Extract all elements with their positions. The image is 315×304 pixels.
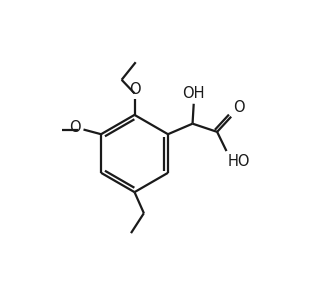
Text: O: O <box>129 82 140 97</box>
Text: OH: OH <box>182 86 205 102</box>
Text: O: O <box>233 100 245 115</box>
Text: O: O <box>70 120 81 135</box>
Text: HO: HO <box>228 154 250 169</box>
